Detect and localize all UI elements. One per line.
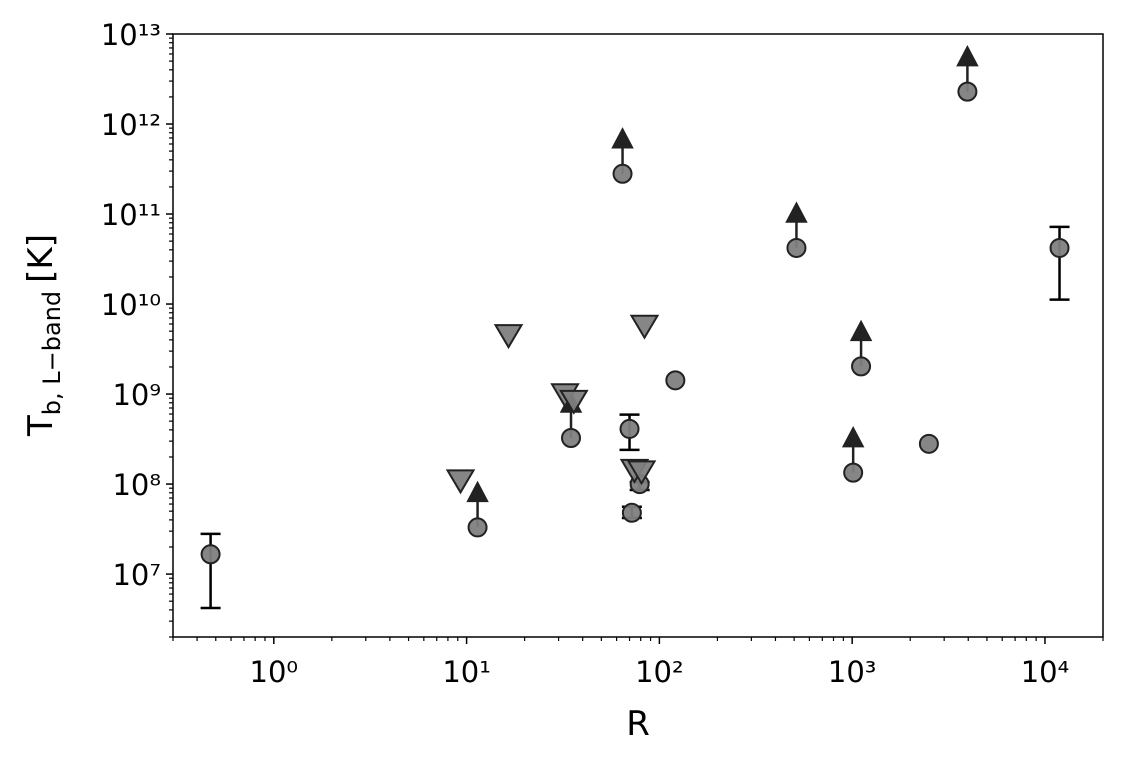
x-tick-label: 10¹ (442, 655, 491, 689)
point (561, 427, 582, 448)
y-tick-label: 10¹⁰ (101, 288, 161, 322)
point (786, 237, 807, 258)
arrow-head (841, 426, 865, 448)
point (665, 370, 686, 391)
x-tick-label: 10⁰ (250, 655, 299, 689)
y-label-sub: b, L−band (38, 291, 66, 415)
arrow-head (466, 480, 489, 503)
upper-limit-marker (559, 389, 589, 415)
x-tick-label: 10⁴ (1021, 655, 1070, 689)
y-tick-label: 10⁹ (112, 378, 161, 412)
point (467, 517, 488, 538)
y-axis-label: Tb, L−band [K] (21, 234, 66, 437)
y-tick-label: 10¹² (101, 108, 161, 142)
point (1049, 237, 1070, 258)
upper-limit-marker (629, 314, 660, 340)
point (918, 433, 939, 454)
point (612, 163, 633, 184)
point (957, 81, 978, 102)
upper-limit-marker (626, 460, 657, 486)
y-tick-label: 10¹¹ (101, 198, 161, 232)
arrow-head (956, 45, 979, 67)
point (851, 356, 872, 377)
y-label-main: T (21, 415, 61, 437)
y-tick-label: 10⁸ (112, 468, 161, 502)
arrow-head (849, 319, 873, 342)
y-tick-label: 10⁷ (112, 558, 161, 592)
upper-limit-marker (445, 469, 476, 495)
point (200, 544, 221, 565)
point (843, 462, 864, 483)
point (621, 502, 642, 523)
plot-frame (172, 33, 1104, 638)
arrow-head (785, 201, 808, 223)
x-tick-label: 10³ (828, 655, 877, 689)
y-label-unit: [K] (21, 234, 61, 283)
x-tick-label: 10² (635, 655, 684, 689)
point (619, 418, 640, 439)
upper-limit-marker (493, 324, 524, 350)
x-axis-label: R (626, 704, 650, 744)
y-tick-label: 10¹³ (101, 18, 161, 52)
arrow-head (611, 127, 634, 149)
